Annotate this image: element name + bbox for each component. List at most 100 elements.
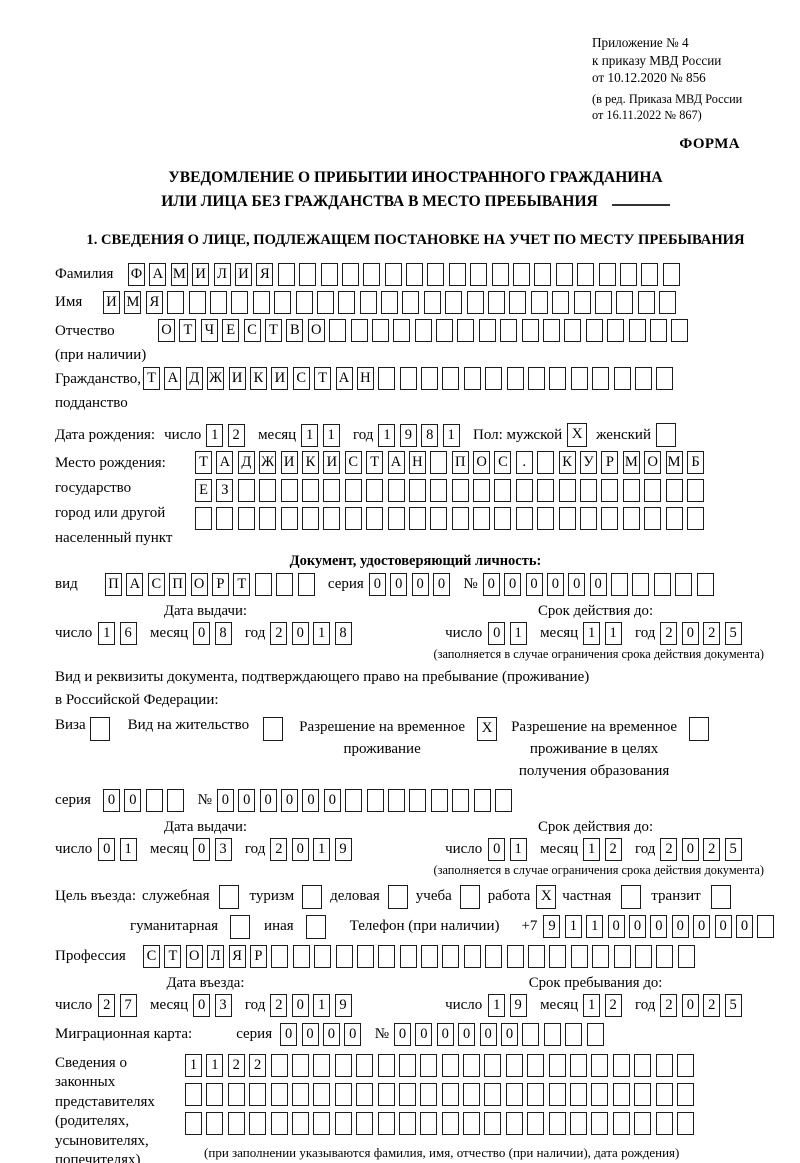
char-cell[interactable] [612, 1053, 630, 1077]
char-cell[interactable] [591, 1082, 609, 1106]
char-cell[interactable] [591, 1053, 609, 1077]
char-cell[interactable] [552, 291, 570, 315]
char-cell[interactable] [209, 291, 227, 315]
char-cell[interactable]: 0 [103, 788, 120, 812]
char-cell[interactable]: 0 [394, 1022, 411, 1046]
char-cell[interactable] [423, 291, 441, 315]
char-cell[interactable] [335, 944, 353, 968]
char-cell[interactable] [345, 788, 363, 812]
char-cell[interactable]: 2 [703, 993, 721, 1017]
purpose-business-checkbox[interactable] [387, 884, 408, 909]
char-cell[interactable]: 0 [193, 837, 211, 861]
char-cell[interactable]: 9 [509, 993, 527, 1017]
char-cell[interactable]: 9 [543, 915, 561, 939]
char-cell[interactable] [665, 479, 683, 503]
char-cell[interactable] [549, 367, 567, 391]
char-cell[interactable] [145, 788, 163, 812]
char-cell[interactable] [338, 291, 356, 315]
char-cell[interactable] [577, 263, 595, 287]
char-cell[interactable] [573, 291, 591, 315]
char-cell[interactable] [543, 1022, 561, 1046]
char-cell[interactable] [356, 944, 374, 968]
char-cell[interactable]: Ж [207, 367, 225, 391]
char-cell[interactable]: 0 [291, 622, 309, 646]
char-cell[interactable]: 1 [313, 622, 331, 646]
char-cell[interactable] [371, 319, 389, 343]
char-cell[interactable]: 1 [583, 837, 601, 861]
sex-female-checkbox[interactable] [656, 423, 676, 448]
sex-male-checkbox[interactable]: X [567, 423, 588, 448]
char-cell[interactable] [527, 1053, 545, 1077]
char-cell[interactable] [686, 507, 704, 531]
char-cell[interactable]: Б [686, 451, 704, 475]
char-cell[interactable]: 0 [291, 993, 309, 1017]
char-cell[interactable]: 2 [249, 1053, 267, 1077]
char-cell[interactable] [185, 1082, 202, 1106]
char-cell[interactable]: Т [233, 573, 251, 597]
char-cell[interactable] [402, 291, 420, 315]
char-cell[interactable] [594, 291, 612, 315]
char-cell[interactable] [601, 507, 619, 531]
char-cell[interactable] [548, 1082, 566, 1106]
char-cell[interactable] [649, 319, 667, 343]
char-cell[interactable]: . [515, 451, 533, 475]
char-cell[interactable]: 1 [378, 423, 396, 447]
char-cell[interactable]: 9 [334, 837, 352, 861]
char-cell[interactable]: 0 [681, 622, 699, 646]
char-cell[interactable] [356, 1082, 374, 1106]
char-cell[interactable]: П [105, 573, 122, 597]
char-cell[interactable] [644, 479, 662, 503]
char-cell[interactable]: 1 [509, 837, 527, 861]
char-cell[interactable] [291, 1111, 309, 1135]
char-cell[interactable]: 0 [415, 1022, 433, 1046]
char-cell[interactable]: 2 [703, 622, 721, 646]
char-cell[interactable] [398, 1111, 416, 1135]
char-cell[interactable] [555, 263, 573, 287]
residence-permit-checkbox[interactable] [263, 717, 284, 742]
char-cell[interactable] [564, 319, 582, 343]
char-cell[interactable]: А [126, 573, 144, 597]
char-cell[interactable]: Е [195, 479, 212, 503]
char-cell[interactable] [696, 573, 714, 597]
char-cell[interactable] [430, 788, 448, 812]
char-cell[interactable]: 0 [436, 1022, 454, 1046]
char-cell[interactable] [494, 788, 512, 812]
char-cell[interactable] [543, 319, 561, 343]
char-cell[interactable]: 2 [703, 837, 721, 861]
char-cell[interactable] [580, 507, 598, 531]
char-cell[interactable] [665, 507, 683, 531]
char-cell[interactable]: К [249, 367, 267, 391]
char-cell[interactable] [399, 944, 417, 968]
char-cell[interactable]: 0 [546, 573, 564, 597]
char-cell[interactable] [505, 1111, 523, 1135]
char-cell[interactable] [548, 1053, 566, 1077]
char-cell[interactable] [274, 291, 292, 315]
char-cell[interactable] [442, 367, 460, 391]
char-cell[interactable]: 2 [604, 993, 622, 1017]
char-cell[interactable] [280, 479, 298, 503]
purpose-other-checkbox[interactable] [305, 914, 326, 939]
char-cell[interactable] [601, 479, 619, 503]
char-cell[interactable] [341, 263, 359, 287]
char-cell[interactable] [314, 944, 332, 968]
char-cell[interactable] [580, 479, 598, 503]
char-cell[interactable] [297, 573, 315, 597]
char-cell[interactable] [378, 944, 396, 968]
char-cell[interactable]: 0 [302, 788, 320, 812]
char-cell[interactable] [634, 944, 652, 968]
purpose-official-checkbox[interactable] [219, 884, 240, 909]
purpose-humanitarian-checkbox[interactable] [230, 914, 251, 939]
char-cell[interactable]: И [103, 291, 120, 315]
char-cell[interactable] [515, 507, 533, 531]
char-cell[interactable] [359, 291, 377, 315]
char-cell[interactable] [676, 1111, 694, 1135]
char-cell[interactable]: О [644, 451, 662, 475]
char-cell[interactable]: 0 [479, 1022, 497, 1046]
char-cell[interactable] [466, 291, 484, 315]
char-cell[interactable] [231, 291, 249, 315]
char-cell[interactable]: И [271, 367, 289, 391]
char-cell[interactable]: П [451, 451, 469, 475]
char-cell[interactable]: 2 [270, 837, 288, 861]
char-cell[interactable]: 0 [629, 915, 646, 939]
char-cell[interactable]: 0 [607, 915, 625, 939]
